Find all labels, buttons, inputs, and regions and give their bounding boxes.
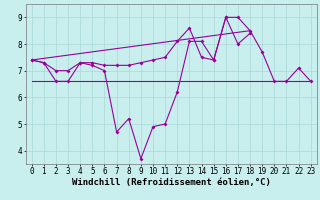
- X-axis label: Windchill (Refroidissement éolien,°C): Windchill (Refroidissement éolien,°C): [72, 178, 271, 187]
